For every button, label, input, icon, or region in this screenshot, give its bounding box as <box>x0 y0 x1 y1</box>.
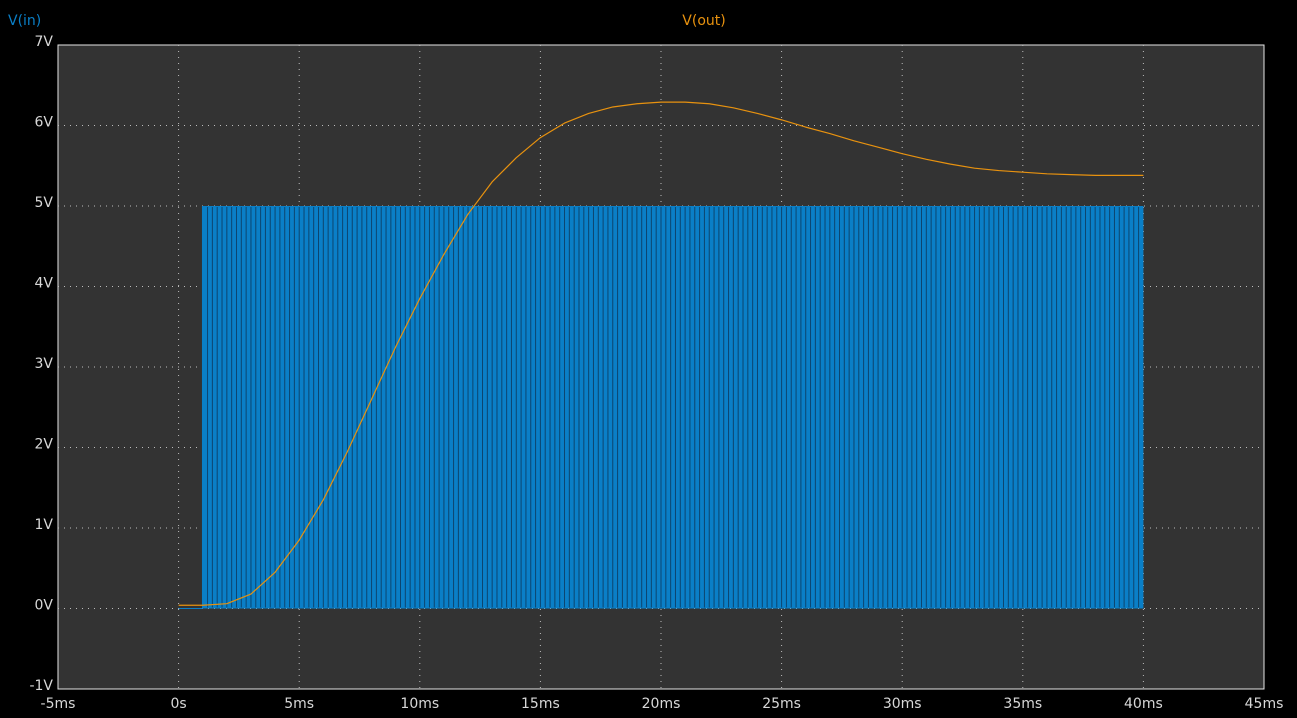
x-tick-label: 40ms <box>1124 696 1163 712</box>
legend-vout-label[interactable]: V(out) <box>682 13 725 29</box>
y-tick-label: 2V <box>35 437 54 453</box>
vin-pulse-edges <box>207 207 1140 608</box>
x-tick-label: 10ms <box>400 696 439 712</box>
x-axis-ticks: -5ms 0s 5ms 10ms 15ms 20ms 25ms 30ms 35ms 40ms 45m… <box>41 696 1284 712</box>
y-tick-label: 5V <box>35 195 54 211</box>
y-tick-label: 7V <box>35 34 54 50</box>
y-tick-label: 1V <box>35 517 54 533</box>
vin-pwm-band <box>202 206 1144 609</box>
x-tick-label: 45ms <box>1245 696 1284 712</box>
x-tick-label: 25ms <box>762 696 801 712</box>
vout-trace-line <box>178 101 1144 606</box>
y-axis-ticks: 7V 6V 5V 4V 3V 2V 1V 0V -1V <box>29 34 53 694</box>
y-tick-label: 6V <box>35 115 54 131</box>
x-tick-label: 5ms <box>284 696 314 712</box>
x-tick-label: 20ms <box>642 696 681 712</box>
x-tick-label: -5ms <box>41 696 76 712</box>
y-tick-label: 3V <box>35 356 54 372</box>
x-tick-label: 0s <box>170 696 186 712</box>
y-tick-label: -1V <box>29 678 53 694</box>
series-vin <box>178 206 1144 609</box>
x-tick-label: 30ms <box>883 696 922 712</box>
x-tick-label: 15ms <box>521 696 560 712</box>
x-tick-label: 35ms <box>1003 696 1042 712</box>
y-tick-label: 0V <box>35 598 54 614</box>
series-vout <box>178 101 1144 606</box>
legend-vin-label[interactable]: V(in) <box>8 13 41 29</box>
y-tick-label: 4V <box>35 276 54 292</box>
